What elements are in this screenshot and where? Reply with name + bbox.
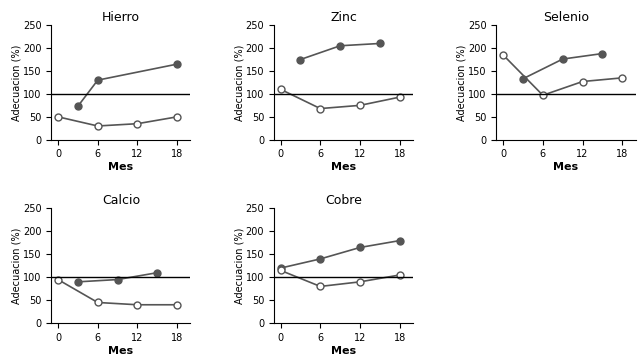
X-axis label: Mes: Mes xyxy=(553,162,578,172)
Title: Selenio: Selenio xyxy=(543,11,589,24)
Title: Cobre: Cobre xyxy=(325,194,362,208)
Y-axis label: Adecuacion (%): Adecuacion (%) xyxy=(234,228,244,304)
Title: Calcio: Calcio xyxy=(102,194,140,208)
Y-axis label: Adecuacion (%): Adecuacion (%) xyxy=(12,228,22,304)
Title: Hierro: Hierro xyxy=(102,11,140,24)
Y-axis label: Adecuacion (%): Adecuacion (%) xyxy=(12,44,22,121)
X-axis label: Mes: Mes xyxy=(331,346,356,356)
Title: Zinc: Zinc xyxy=(330,11,357,24)
Y-axis label: Adecuacion (%): Adecuacion (%) xyxy=(456,44,467,121)
Y-axis label: Adecuacion (%): Adecuacion (%) xyxy=(234,44,244,121)
X-axis label: Mes: Mes xyxy=(108,162,134,172)
X-axis label: Mes: Mes xyxy=(108,346,134,356)
X-axis label: Mes: Mes xyxy=(331,162,356,172)
